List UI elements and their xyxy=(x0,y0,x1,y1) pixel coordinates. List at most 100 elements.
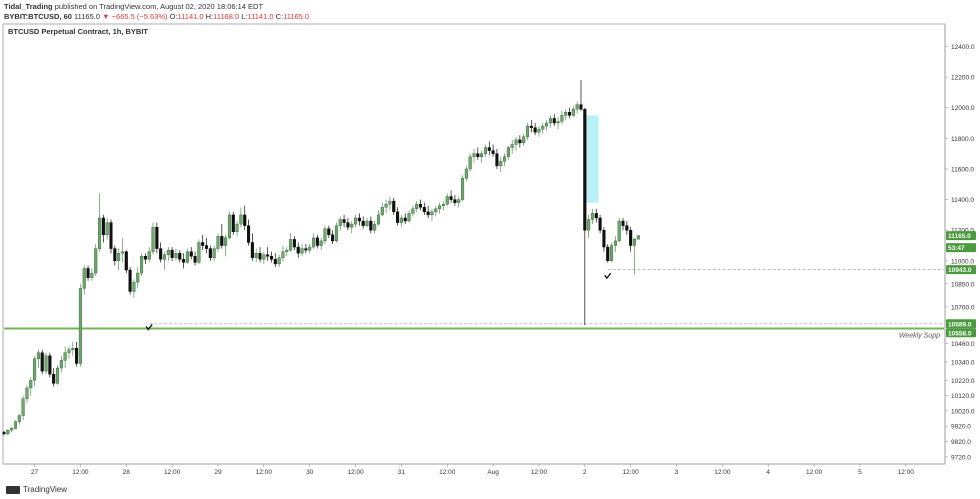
candle-body xyxy=(483,147,488,154)
candle-body xyxy=(380,207,384,216)
candle-body xyxy=(407,213,411,222)
candle-body xyxy=(170,249,174,258)
time-tick-label: 5 xyxy=(858,469,862,476)
last-price: 11165.0 xyxy=(74,12,101,21)
candle-body xyxy=(617,220,621,242)
price-badge-label: 10558.0 xyxy=(948,330,972,337)
candle-body xyxy=(281,251,285,258)
price-tick-label: 10340.0 xyxy=(951,359,975,366)
candles xyxy=(2,80,640,436)
price-badge-label: 11165.0 xyxy=(948,233,971,240)
candle-body xyxy=(315,237,319,246)
candle-body xyxy=(36,352,40,360)
candle-body xyxy=(273,259,277,265)
candle-body xyxy=(166,249,170,255)
candle-body xyxy=(403,217,407,222)
time-tick-label: 12:00 xyxy=(256,469,273,476)
candle-body xyxy=(29,380,33,389)
candle-body xyxy=(178,252,182,260)
candle-body xyxy=(258,252,262,260)
time-tick-label: 28 xyxy=(123,469,131,476)
candle-body xyxy=(613,240,617,246)
price-tick-label: 10220.0 xyxy=(951,378,975,385)
candle-body xyxy=(457,199,461,203)
candle-body xyxy=(204,245,209,249)
candle-body xyxy=(224,237,228,246)
candle-body xyxy=(296,246,300,254)
drop-highlight-box xyxy=(585,115,599,203)
candle-body xyxy=(594,213,598,219)
candle-body xyxy=(311,237,316,248)
candle-body xyxy=(269,256,274,260)
candle-body xyxy=(331,234,335,242)
price-tick-label: 12000.0 xyxy=(951,105,975,112)
candlestick-chart[interactable]: BTCUSD Perpetual Contract, 1h, BYBIT Wee… xyxy=(0,22,980,482)
time-tick-label: 31 xyxy=(398,469,406,476)
time-tick-label: 12:00 xyxy=(898,469,915,476)
tradingview-brand[interactable]: TradingView xyxy=(6,485,67,494)
close-label: C: xyxy=(275,12,284,21)
candle-body xyxy=(189,251,193,257)
candle-body xyxy=(373,223,377,231)
candle-body xyxy=(285,249,289,252)
candle-body xyxy=(621,220,625,226)
candle-body xyxy=(247,225,251,243)
candle-body xyxy=(541,125,545,130)
candle-body xyxy=(629,230,633,246)
price-badge xyxy=(946,231,976,241)
candle-body xyxy=(132,282,136,292)
candle-body xyxy=(571,109,575,116)
candle-body xyxy=(212,248,216,258)
candle-body xyxy=(147,251,151,260)
time-tick-label: 12:00 xyxy=(347,469,364,476)
candle-body xyxy=(472,153,476,157)
candle-body xyxy=(388,200,392,205)
candle-body xyxy=(86,268,90,278)
down-arrow-icon: ▼ xyxy=(102,12,110,21)
candle-body xyxy=(117,252,121,262)
high-label: H: xyxy=(205,12,214,21)
candle-body xyxy=(567,112,572,116)
high-value: 11168.0 xyxy=(213,12,240,21)
candle-body xyxy=(598,217,602,231)
candle-body xyxy=(289,239,293,251)
candle-body xyxy=(556,121,560,124)
candle-body xyxy=(162,254,167,260)
candle-body xyxy=(136,272,140,283)
candle-body xyxy=(2,432,6,435)
candle-body xyxy=(78,288,82,364)
candle-body xyxy=(63,352,67,361)
candle-body xyxy=(587,219,591,231)
candle-body xyxy=(48,355,52,375)
price-tick-label: 11400.0 xyxy=(951,197,974,204)
low-value: 11141.0 xyxy=(247,12,274,21)
candle-body xyxy=(602,230,606,248)
candle-body xyxy=(55,367,60,384)
candle-body xyxy=(503,156,507,162)
close-value: 11165.0 xyxy=(283,12,310,21)
candle-body xyxy=(67,349,71,353)
published-header: Tidal_Trading published on TradingView.c… xyxy=(0,0,980,22)
candle-body xyxy=(632,239,637,246)
candle-body xyxy=(396,211,400,223)
price-badge-label: 53:47 xyxy=(948,245,965,252)
candle-body xyxy=(243,214,247,226)
time-axis[interactable]: 27 12:00 28 12:00 29 12:00 30 12:00 31 12:00 Aug 12… xyxy=(4,463,944,476)
candle-body xyxy=(155,226,159,249)
candle-body xyxy=(518,139,522,144)
price-tick-label: 11600.0 xyxy=(951,166,974,173)
candle-body xyxy=(143,256,147,260)
price-badges: 11165.0 53:47 10943.0 10589.0 10558.0 xyxy=(946,231,976,338)
price-badge xyxy=(946,328,976,338)
candle-body xyxy=(52,373,56,384)
publisher-name[interactable]: Tidal_Trading xyxy=(4,2,53,11)
weekly-support-label: Weekly Supp xyxy=(899,333,940,340)
open-label: O: xyxy=(169,12,178,21)
candle-body xyxy=(422,207,426,213)
candle-body xyxy=(75,347,79,364)
candle-body xyxy=(636,235,640,240)
candle-body xyxy=(510,144,514,148)
price-tick-label: 12200.0 xyxy=(951,75,975,82)
candle-body xyxy=(304,248,308,251)
price-axis[interactable]: 9720.0 9820.0 9920.0 10020.0 10120.0 10220.0 1… xyxy=(944,25,975,463)
